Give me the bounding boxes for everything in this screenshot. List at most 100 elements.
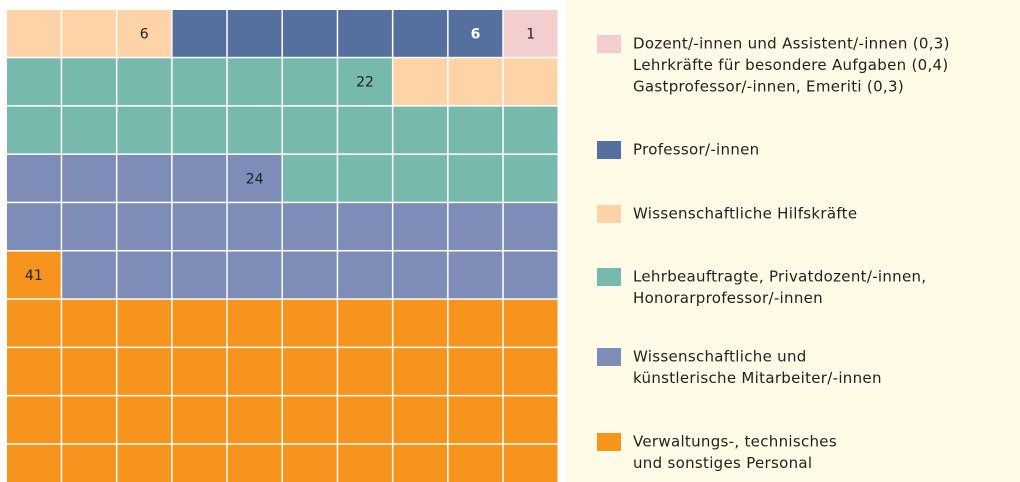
waffle-cell <box>283 10 337 57</box>
waffle-cell <box>172 299 227 347</box>
legend-swatch <box>597 268 621 286</box>
waffle-cell <box>7 10 61 57</box>
waffle-cell <box>283 444 337 482</box>
waffle-cell <box>503 58 558 106</box>
waffle-cell <box>503 251 558 299</box>
waffle-cell <box>117 203 172 250</box>
waffle-cell <box>393 299 448 347</box>
waffle-cell <box>393 106 448 154</box>
waffle-cell <box>62 203 116 250</box>
waffle-cell <box>227 299 282 347</box>
legend-label: Professor/-innen <box>633 141 759 159</box>
legend-swatch <box>597 141 621 159</box>
waffle-cell <box>503 299 558 347</box>
waffle-cell <box>393 251 448 299</box>
waffle-cell <box>283 348 337 395</box>
waffle-cell <box>503 348 558 395</box>
waffle-cell <box>62 106 116 154</box>
waffle-cell <box>117 348 172 395</box>
waffle-cell <box>448 203 503 250</box>
waffle-cell <box>338 154 392 202</box>
cell-label: 1 <box>526 26 535 42</box>
legend-label: Wissenschaftliche Hilfskräfte <box>633 205 857 223</box>
waffle-cell <box>172 348 227 395</box>
cell-label: 24 <box>246 171 264 187</box>
waffle-cell <box>172 154 227 202</box>
waffle-cell <box>448 444 503 482</box>
cell-label: 22 <box>356 75 374 91</box>
legend-swatch <box>597 205 621 223</box>
legend-label: Dozent/-innen und Assistent/-innen (0,3) <box>633 35 950 53</box>
waffle-cell <box>117 154 172 202</box>
waffle-cell <box>7 251 61 299</box>
waffle-cell <box>117 444 172 482</box>
waffle-cell <box>338 444 392 482</box>
waffle-cell <box>227 396 282 444</box>
waffle-cell <box>338 10 392 57</box>
legend-swatch <box>597 433 621 451</box>
waffle-cell <box>448 10 503 57</box>
waffle-cell <box>117 299 172 347</box>
waffle-cell <box>227 203 282 250</box>
waffle-cell <box>7 396 61 444</box>
waffle-cell <box>117 58 172 106</box>
waffle-cell <box>393 154 448 202</box>
waffle-cell <box>7 203 61 250</box>
waffle-cell <box>62 251 116 299</box>
waffle-cell <box>503 106 558 154</box>
waffle-cell <box>117 106 172 154</box>
waffle-cell <box>172 58 227 106</box>
waffle-cell <box>283 396 337 444</box>
waffle-cell <box>117 251 172 299</box>
waffle-cell <box>393 10 448 57</box>
legend-label: und sonstiges Personal <box>633 454 812 472</box>
legend-label: Honorarprofessor/-innen <box>633 289 823 307</box>
legend-swatch <box>597 348 621 366</box>
waffle-cell <box>338 106 392 154</box>
waffle-cell <box>283 203 337 250</box>
waffle-cell <box>62 58 116 106</box>
waffle-cell <box>338 299 392 347</box>
waffle-cell <box>62 10 116 57</box>
waffle-cell <box>172 444 227 482</box>
waffle-cell <box>172 10 227 57</box>
waffle-cell <box>227 154 282 202</box>
legend-label: Gastprofessor/-innen, Emeriti (0,3) <box>633 78 904 96</box>
cell-label: 6 <box>140 26 149 42</box>
waffle-cell <box>227 348 282 395</box>
waffle-cell <box>503 10 558 57</box>
waffle-cell <box>227 58 282 106</box>
legend-label: Verwaltungs-, technisches <box>633 433 837 451</box>
waffle-cell <box>227 444 282 482</box>
waffle-cell <box>503 396 558 444</box>
waffle-cell <box>7 154 61 202</box>
waffle-cell <box>283 251 337 299</box>
waffle-cell <box>62 348 116 395</box>
waffle-cell <box>172 106 227 154</box>
waffle-cell <box>227 251 282 299</box>
legend-label: Lehrbeauftragte, Privatdozent/-innen, <box>633 268 926 286</box>
waffle-cell <box>283 299 337 347</box>
waffle-cell <box>338 396 392 444</box>
waffle-cell <box>448 299 503 347</box>
waffle-cell <box>7 58 61 106</box>
waffle-cell <box>172 396 227 444</box>
legend-label: künstlerische Mitarbeiter/-innen <box>633 369 882 387</box>
waffle-cell <box>393 348 448 395</box>
waffle-cell <box>62 396 116 444</box>
legend-label: Lehrkräfte für besondere Aufgaben (0,4) <box>633 56 949 74</box>
waffle-cell <box>117 396 172 444</box>
waffle-cell <box>338 58 392 106</box>
waffle-cell <box>503 444 558 482</box>
waffle-cell <box>283 106 337 154</box>
waffle-cell <box>338 348 392 395</box>
waffle-cell <box>227 10 282 57</box>
legend-label: Wissenschaftliche und <box>633 348 807 366</box>
waffle-cell <box>448 348 503 395</box>
waffle-cell <box>393 396 448 444</box>
waffle-cell <box>283 154 337 202</box>
waffle-cell <box>7 444 61 482</box>
waffle-cell <box>117 10 172 57</box>
waffle-cell <box>393 203 448 250</box>
